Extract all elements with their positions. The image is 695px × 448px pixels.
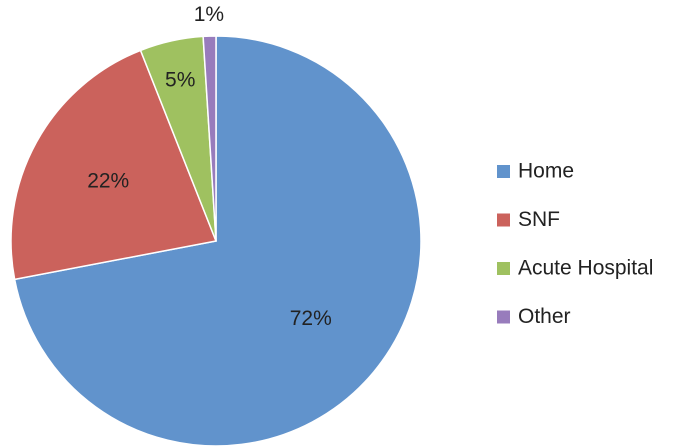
legend-swatch <box>497 165 510 178</box>
legend-label: Acute Hospital <box>518 257 653 280</box>
legend: Home SNF Acute Hospital Other <box>497 160 653 328</box>
pie-slice <box>202 35 217 242</box>
pie-slice <box>13 35 422 447</box>
legend-label: Other <box>518 305 571 328</box>
legend-swatch <box>497 213 510 227</box>
data-label: 22% <box>87 169 129 192</box>
data-label: 72% <box>290 307 332 330</box>
pie: 72% 22% 5% 1% <box>10 3 422 447</box>
legend-swatch <box>497 262 510 275</box>
pie-slice <box>10 49 218 281</box>
legend-label: Home <box>518 160 574 183</box>
data-label: 1% <box>194 3 224 26</box>
legend-swatch <box>497 310 510 324</box>
legend-label: SNF <box>518 208 560 231</box>
data-label: 5% <box>165 68 195 91</box>
